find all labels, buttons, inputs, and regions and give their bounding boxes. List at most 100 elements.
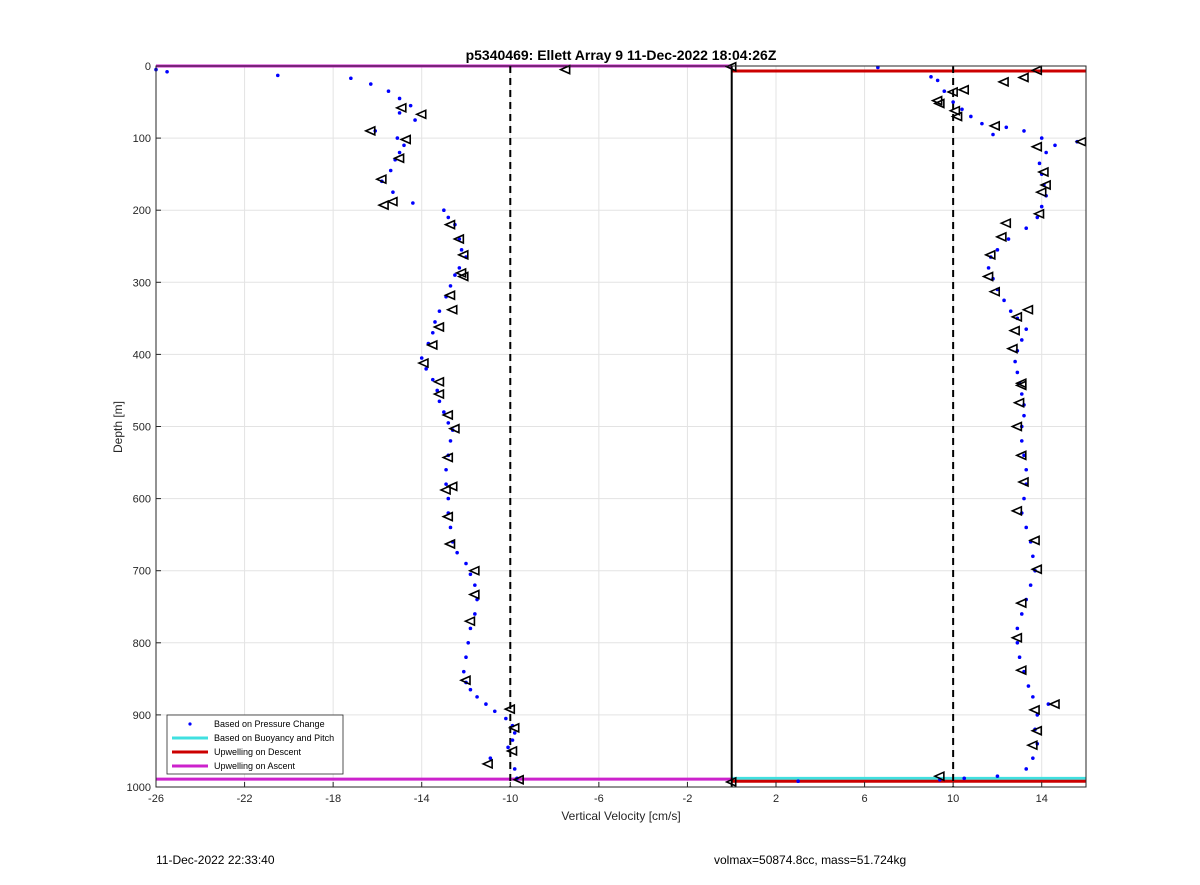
data-point-ascent xyxy=(995,774,1000,778)
data-point-descent xyxy=(437,309,442,313)
pitch-marker-ascent xyxy=(1074,136,1087,147)
data-point-ascent xyxy=(1019,338,1024,342)
data-point-ascent xyxy=(1024,327,1029,331)
pitch-marker-descent xyxy=(443,219,456,230)
pitch-marker-ascent xyxy=(1017,72,1029,83)
y-axis-label: Depth [m] xyxy=(111,401,125,453)
data-point-ascent xyxy=(1031,695,1035,699)
data-point-descent xyxy=(468,626,473,631)
pitch-marker-ascent xyxy=(1010,632,1023,643)
x-axis-ticks: -26 -22 -18 -14 -10 -6 -2 2 6 10 14 xyxy=(148,782,1048,805)
data-point-ascent xyxy=(1022,496,1026,501)
data-point-ascent xyxy=(929,75,933,79)
pitch-marker-ascent xyxy=(1012,397,1025,408)
pitch-marker-ascent xyxy=(999,217,1012,229)
pitch-marker-ascent xyxy=(1036,166,1049,178)
data-point-descent xyxy=(492,709,497,714)
scatter-points xyxy=(154,65,1079,784)
x-tick-label: 6 xyxy=(862,793,868,805)
pitch-marker-ascent xyxy=(988,286,1001,297)
y-tick-label: 400 xyxy=(133,349,151,361)
data-point-descent xyxy=(388,168,393,173)
pitch-marker-descent xyxy=(507,722,520,734)
data-point-ascent xyxy=(1031,756,1035,760)
y-tick-label: 700 xyxy=(133,566,151,578)
pitch-marker-descent xyxy=(443,290,456,301)
data-point-ascent xyxy=(1019,612,1024,616)
data-point-descent xyxy=(395,136,400,140)
pitch-marker-ascent xyxy=(957,84,970,96)
data-point-descent xyxy=(510,738,515,742)
data-point-descent xyxy=(349,76,353,81)
pitch-marker-descent xyxy=(456,249,469,261)
pitch-marker-descent xyxy=(374,173,387,185)
pitch-marker-ascent xyxy=(1030,65,1043,76)
pitch-marker-ascent xyxy=(1030,564,1043,575)
data-point-ascent xyxy=(1017,655,1022,660)
pitch-marker-ascent xyxy=(724,61,737,72)
legend-label-ascent: Upwelling on Ascent xyxy=(214,761,296,771)
footer-vehicle-info: volmax=50874.8cc, mass=51.724kg xyxy=(714,853,907,867)
data-point-descent xyxy=(446,421,451,425)
x-axis-label: Vertical Velocity [cm/s] xyxy=(561,809,680,823)
data-point-descent xyxy=(475,695,479,699)
x-tick-label: -2 xyxy=(683,793,693,805)
pitch-marker-descent xyxy=(363,125,376,137)
pitch-marker-ascent xyxy=(948,105,961,116)
pitch-marker-descent xyxy=(445,304,458,315)
data-point-descent xyxy=(397,96,402,101)
pitch-marker-descent xyxy=(399,134,412,145)
data-point-ascent xyxy=(1024,226,1029,231)
pitch-marker-descent xyxy=(416,357,429,369)
pitch-marker-ascent xyxy=(724,776,737,788)
data-point-descent xyxy=(457,266,462,270)
data-point-descent xyxy=(368,82,373,86)
pitch-marker-descent xyxy=(456,271,469,282)
y-tick-label: 500 xyxy=(133,422,151,434)
grid-lines xyxy=(155,65,1086,788)
legend-label-pressure: Based on Pressure Change xyxy=(214,719,325,729)
data-point-ascent xyxy=(796,779,800,784)
data-point-descent xyxy=(446,496,451,501)
pitch-marker-descent xyxy=(459,675,471,686)
y-tick-label: 1000 xyxy=(127,782,151,794)
data-point-ascent xyxy=(1035,215,1040,220)
data-point-ascent xyxy=(1053,143,1057,148)
y-tick-label: 200 xyxy=(133,205,151,217)
data-point-descent xyxy=(473,583,477,587)
data-point-descent xyxy=(435,388,440,393)
pitch-marker-ascent xyxy=(1039,179,1051,191)
pitch-marker-ascent xyxy=(1030,725,1043,736)
legend-label-descent: Upwelling on Descent xyxy=(214,747,302,757)
legend-item-buoyancy: Based on Buoyancy and Pitch xyxy=(172,733,334,743)
data-point-descent xyxy=(402,143,406,148)
pitch-marker-ascent xyxy=(997,76,1009,88)
data-point-ascent xyxy=(1039,204,1044,209)
data-point-ascent xyxy=(1022,453,1026,458)
pitch-marker-descent xyxy=(385,196,398,207)
legend-item-ascent: Upwelling on Ascent xyxy=(172,761,296,771)
data-point-descent xyxy=(411,201,415,205)
data-point-ascent xyxy=(951,100,955,104)
data-point-descent xyxy=(484,702,488,706)
x-tick-label: -6 xyxy=(594,793,604,805)
data-point-descent xyxy=(448,525,453,530)
data-point-ascent xyxy=(1022,413,1026,418)
pitch-marker-ascent xyxy=(1034,186,1047,198)
x-tick-label: 14 xyxy=(1036,793,1048,805)
data-point-descent xyxy=(488,756,493,760)
data-point-ascent xyxy=(1024,467,1029,472)
data-point-descent xyxy=(444,482,448,486)
pitch-marker-descent xyxy=(441,452,454,463)
pitch-marker-descent xyxy=(452,233,465,245)
pitch-marker-ascent xyxy=(1010,421,1023,432)
x-tick-label: -10 xyxy=(502,793,518,805)
x-tick-label: -18 xyxy=(325,793,341,805)
data-point-ascent xyxy=(1019,439,1024,443)
pitch-marker-descent xyxy=(445,481,458,492)
data-point-ascent xyxy=(1015,641,1020,645)
data-point-ascent xyxy=(962,776,967,781)
data-point-descent xyxy=(448,439,453,443)
pitch-marker-ascent xyxy=(932,770,945,782)
y-tick-label: 100 xyxy=(133,133,151,145)
